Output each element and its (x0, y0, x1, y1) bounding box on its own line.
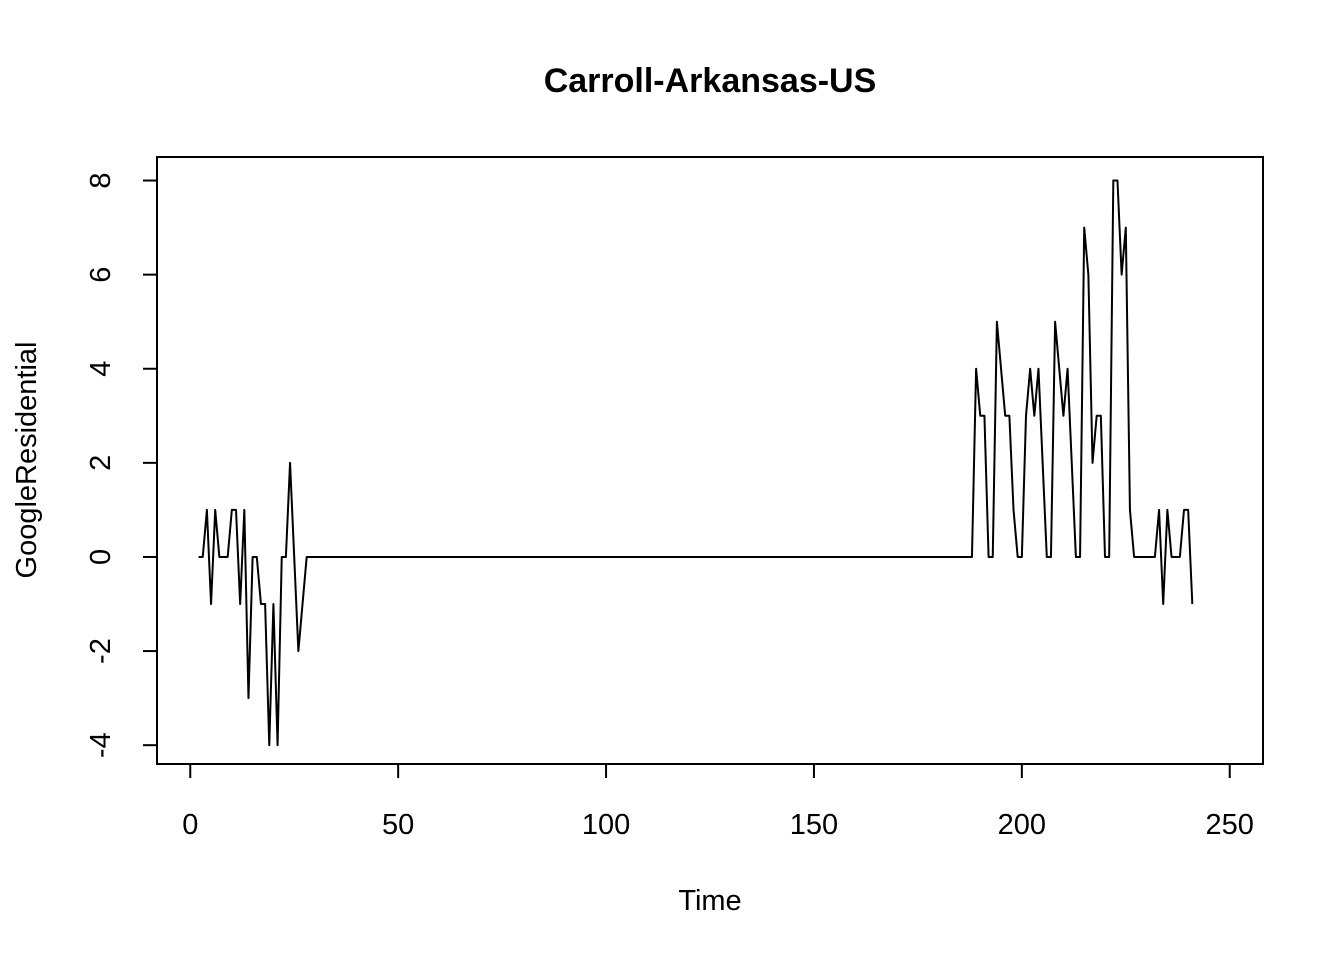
y-tick-label: 0 (85, 549, 117, 565)
y-tick-label: 2 (85, 455, 117, 471)
x-tick-label: 150 (790, 809, 838, 841)
y-axis: -4 -2 0 2 4 6 8 (85, 172, 158, 758)
x-tick-label: 100 (582, 809, 630, 841)
y-tick-label: 4 (85, 361, 117, 377)
x-tick-label: 250 (1206, 809, 1254, 841)
y-tick-label: -4 (85, 732, 117, 758)
chart-title: Carroll-Arkansas-US (544, 62, 877, 100)
x-axis-label: Time (678, 885, 741, 917)
y-axis-label: GoogleResidential (11, 342, 43, 579)
series-line (198, 179, 1194, 747)
x-tick-label: 0 (182, 809, 198, 841)
y-tick-label: 8 (85, 172, 117, 188)
y-tick-label: 6 (85, 267, 117, 283)
plot-box (156, 156, 1264, 765)
x-tick-label: 50 (382, 809, 414, 841)
y-tick-label: -2 (85, 638, 117, 664)
x-tick-label: 200 (998, 809, 1046, 841)
x-axis: 0 50 100 150 200 250 (182, 763, 1254, 841)
